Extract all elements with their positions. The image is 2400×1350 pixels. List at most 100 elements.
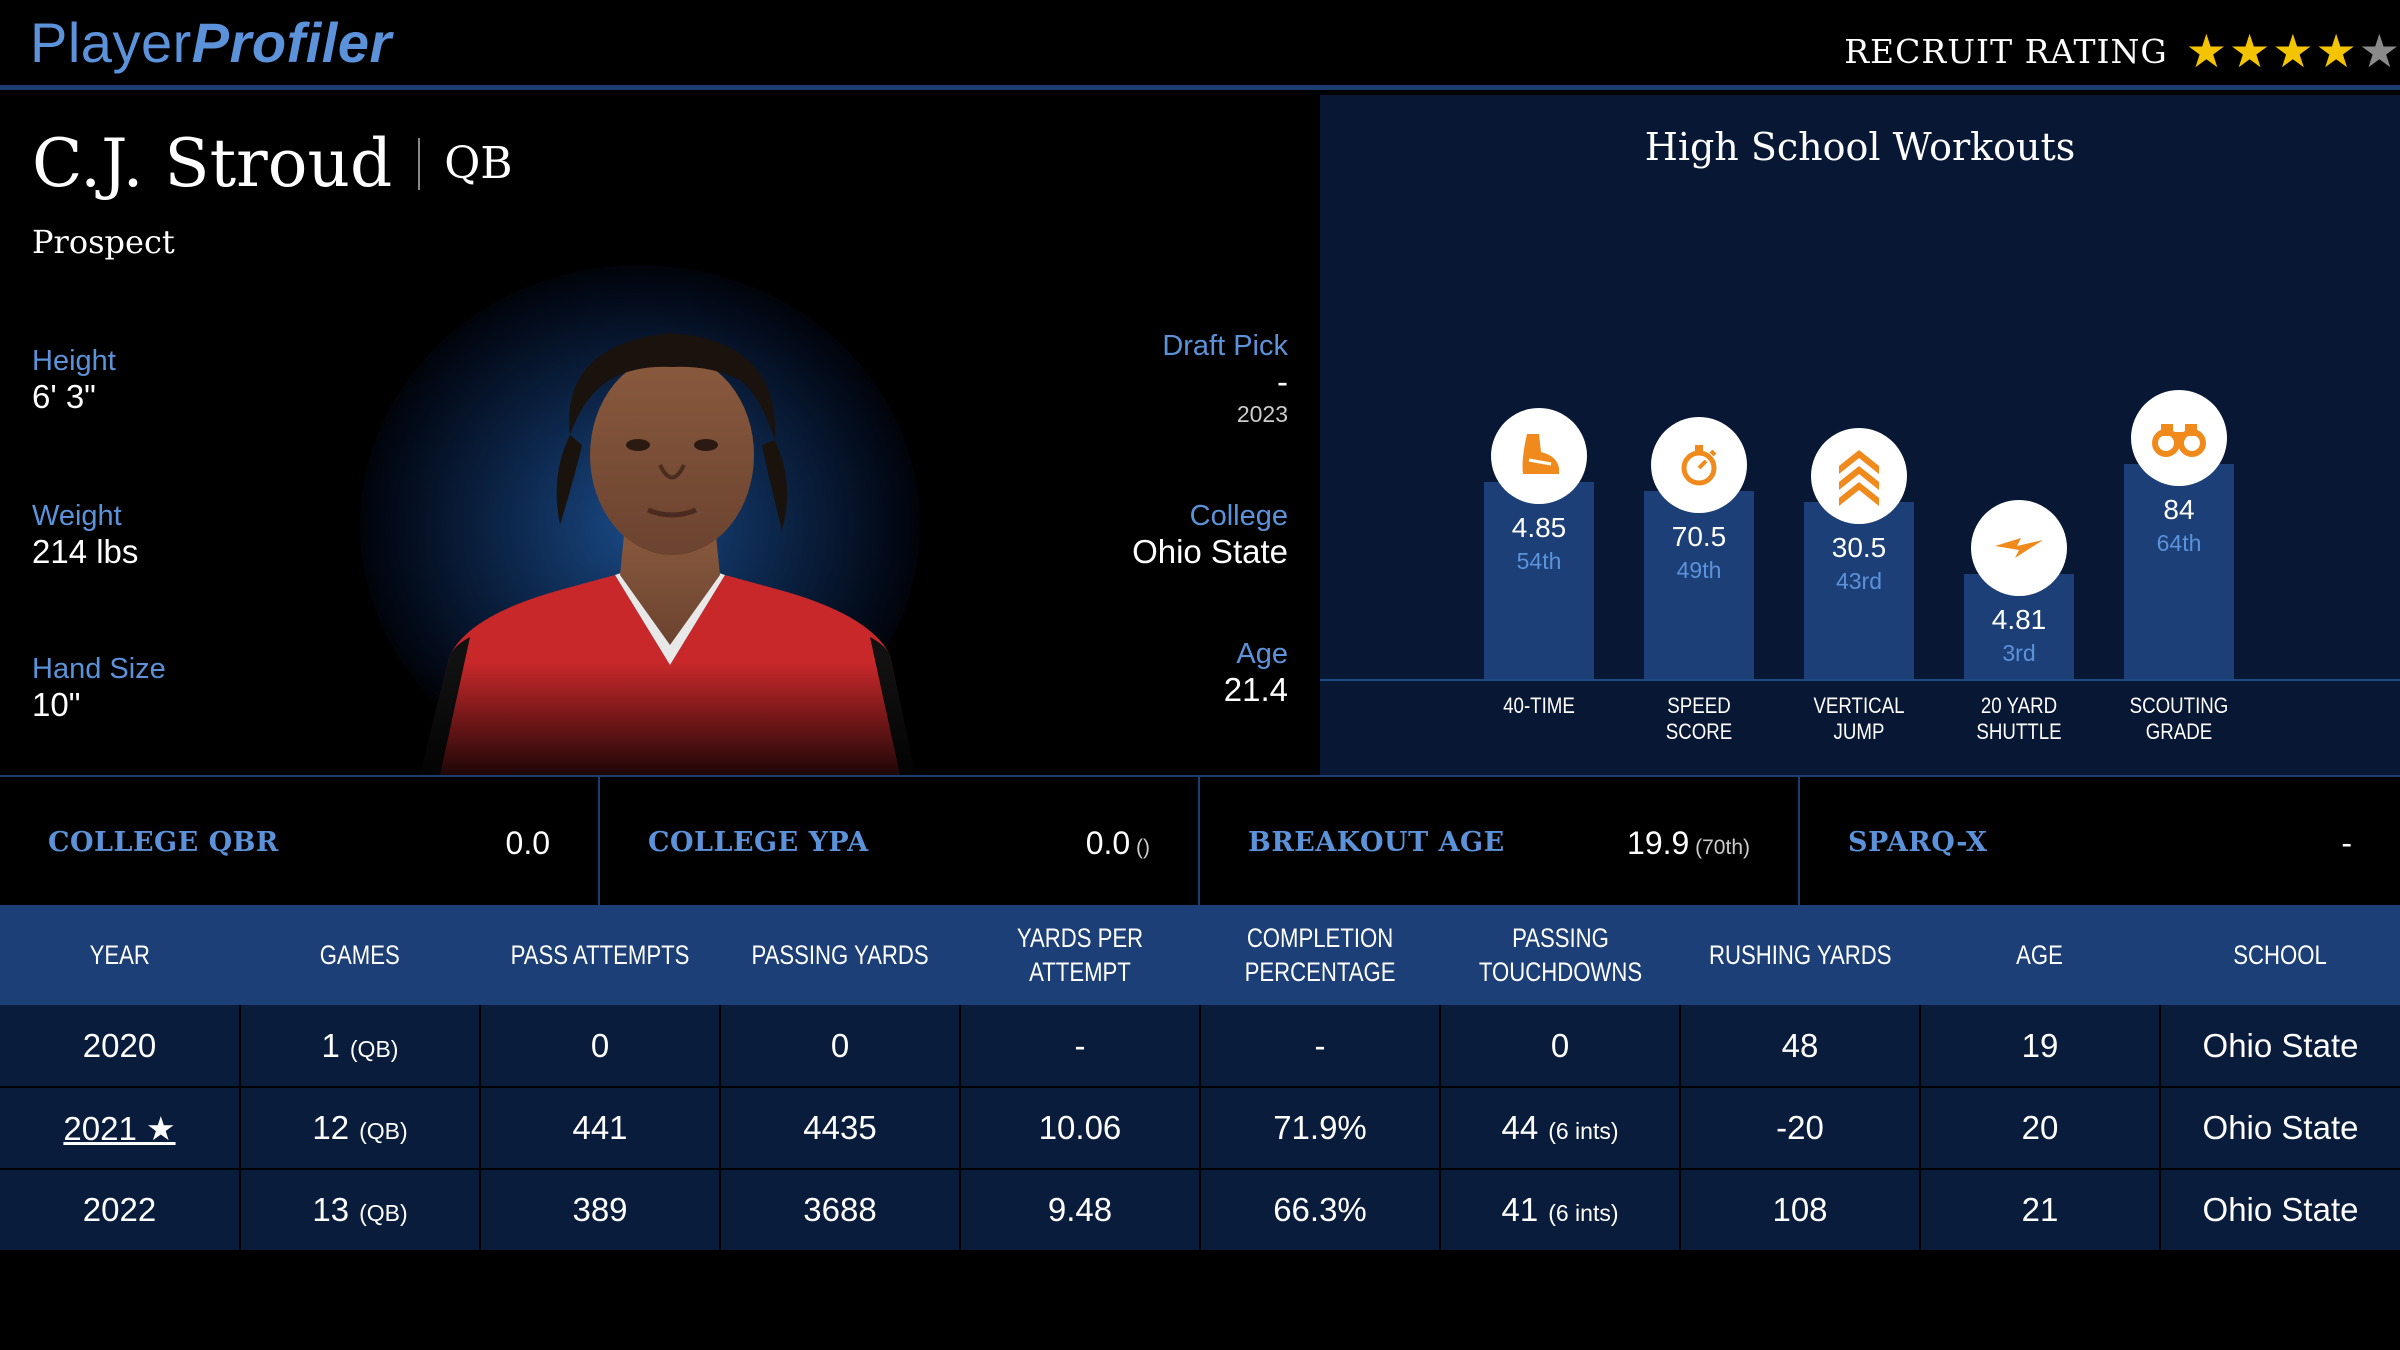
workout-label-line: JUMP (1833, 719, 1885, 744)
cell-school: Ohio State (2160, 1169, 2400, 1252)
column-header[interactable]: YARDS PER ATTEMPT (960, 905, 1200, 1005)
workout-bar (1804, 501, 1914, 679)
name-divider (418, 137, 421, 190)
workouts-baseline (1320, 679, 2400, 681)
age-value: 21.4 (1223, 671, 1288, 708)
metric-label[interactable]: SPARQ-X (1848, 827, 1988, 858)
workout-percentile: 49th (1676, 556, 1722, 583)
cell-note: (QB) (349, 1035, 399, 1062)
cell-note: (QB) (359, 1200, 408, 1226)
shoe-icon (1491, 407, 1587, 504)
cell-completion-percentage: - (1200, 1005, 1441, 1088)
binoculars-icon (2131, 389, 2227, 486)
logo-text-profiler: Profiler (191, 11, 392, 74)
table-body: 2020 1 (QB) 0 0- -0 48 19 Ohio State 2021 ★ 12 (QB)… (0, 1005, 2400, 1252)
metric-label[interactable]: BREAKOUT AGE (1248, 827, 1505, 858)
recruit-rating: RECRUIT RATING ★★★★★ (1844, 26, 2400, 76)
year-link[interactable]: 2021 ★ (63, 1109, 176, 1147)
workout-label: 20 YARD SHUTTLE (1951, 693, 2087, 745)
workout-value: 30.5 (1831, 531, 1887, 563)
cell-games: 13 (QB) (240, 1169, 481, 1252)
star-filled-icon: ★ (2229, 24, 2271, 78)
cell-rushing-yards: 108 (1680, 1169, 1921, 1252)
column-header-text: PASSING YARDS (751, 940, 929, 970)
workout-bar (2124, 463, 2234, 679)
workout-value: 84 (2163, 493, 2195, 525)
metric-note: (70th) (1689, 836, 1750, 859)
column-header[interactable]: SCHOOL (2160, 905, 2400, 1005)
column-header-text: YARDS PER ATTEMPT (1016, 923, 1144, 987)
metric-value: 0.0 (505, 825, 550, 861)
table-row: 2021 ★ 12 (QB) 441 4435 10.06 71.9% 44 (6 ints) -… (0, 1087, 2400, 1170)
cell-rushing-yards: 48 (1680, 1005, 1921, 1088)
workout-label: VERTICAL JUMP (1791, 693, 1927, 745)
cell-note: (6 ints) (1548, 1118, 1619, 1144)
metric-label[interactable]: COLLEGE YPA (648, 827, 869, 858)
cell-yards-per-attempt: 10.06 (960, 1087, 1201, 1170)
player-hero: C.J. Stroud QB Prospect Height 6' 3" Wei… (0, 95, 1320, 775)
workout-label-line: SHUTTLE (1976, 719, 2062, 744)
weight-stat: Weight 214 lbs (32, 500, 138, 571)
college-value[interactable]: Ohio State (1132, 533, 1288, 570)
college-metrics-row: COLLEGE QBR 0.0 COLLEGE YPA 0.0 () BREAKOUT … (0, 775, 2400, 905)
column-header-text: PASS ATTEMPTS (510, 940, 690, 970)
cell-passing-yards: 4435 (720, 1087, 961, 1170)
column-header[interactable]: RUSHING YARDS (1680, 905, 1920, 1005)
star-filled-icon: ★ (2272, 24, 2314, 78)
chevrons-up-icon (1811, 427, 1907, 524)
cell-school: Ohio State (2160, 1005, 2400, 1088)
workout-label-line: SCORE (1665, 719, 1733, 744)
cell-note: (QB) (359, 1118, 408, 1144)
cell-year: 2022 (0, 1169, 241, 1252)
hand-size-value: 10" (32, 686, 81, 723)
cell-passing-yards: 3688 (720, 1169, 961, 1252)
workout-label: SCOUTING GRADE (2111, 693, 2247, 745)
cell-year: 2020 (0, 1005, 241, 1088)
metric-label[interactable]: COLLEGE QBR (48, 827, 279, 858)
column-header[interactable]: PASSING YARDS (720, 905, 960, 1005)
cell-passing-yards: 0 (720, 1005, 961, 1088)
hand-size-label: Hand Size (32, 653, 166, 685)
table-header-row: YEAR GAMES PASS ATTEMPTS PASSING YARDS YARDS… (0, 905, 2400, 1005)
workout-percentile: 3rd (2002, 639, 2036, 666)
star-filled-icon: ★ (2185, 24, 2227, 78)
column-header[interactable]: AGE (1920, 905, 2160, 1005)
workout-label-line: 20 YARD (1980, 693, 2058, 718)
height-stat: Height 6' 3" (32, 345, 116, 416)
weight-label: Weight (32, 500, 122, 532)
workout-label-line: SCOUTING (2129, 693, 2229, 718)
metric-card: SPARQ-X - (1800, 775, 2400, 905)
workout-percentile: 64th (2156, 529, 2202, 556)
star-filled-icon: ★ (2315, 24, 2357, 78)
column-header[interactable]: PASSING TOUCHDOWNS (1440, 905, 1680, 1005)
draft-pick-label: Draft Pick (1162, 330, 1288, 362)
column-header[interactable]: YEAR (0, 905, 240, 1005)
logo-text-player: Player (30, 11, 192, 74)
draft-pick-value: - (1277, 363, 1288, 400)
workout-label-line: SPEED (1667, 693, 1731, 718)
column-header[interactable]: COMPLETION PERCENTAGE (1200, 905, 1440, 1005)
cell-completion-percentage: 66.3% (1200, 1169, 1441, 1252)
workout-percentile: 54th (1516, 547, 1562, 574)
cell-age: 19 (1920, 1005, 2161, 1088)
cell-completion-percentage: 71.9% (1200, 1087, 1441, 1170)
player-name-row: C.J. Stroud QB (32, 125, 513, 202)
workout-bar (1644, 490, 1754, 679)
cell-pass-attempts: 0 (480, 1005, 721, 1088)
height-label: Height (32, 345, 116, 377)
table-row: 2022 13 (QB) 389 3688 9.48 66.3% 41 (6 ints) 108 2… (0, 1169, 2400, 1252)
cell-year[interactable]: 2021 ★ (0, 1087, 241, 1170)
metric-value: 0.0 () (1085, 825, 1150, 861)
column-header-text: GAMES (320, 940, 400, 970)
column-header[interactable]: PASS ATTEMPTS (480, 905, 720, 1005)
cell-age: 20 (1920, 1087, 2161, 1170)
column-header-text: YEAR (89, 940, 151, 970)
recruit-rating-label: RECRUIT RATING (1844, 31, 2168, 71)
column-header-text: SCHOOL (2233, 940, 2327, 970)
column-header[interactable]: GAMES (240, 905, 480, 1005)
column-header-text: AGE (2016, 940, 2064, 970)
player-profiler-logo[interactable]: PlayerProfiler (30, 10, 392, 75)
column-header-text: RUSHING YARDS (1708, 940, 1892, 970)
lightning-icon (1971, 499, 2067, 596)
metric-card: COLLEGE YPA 0.0 () (600, 775, 1200, 905)
